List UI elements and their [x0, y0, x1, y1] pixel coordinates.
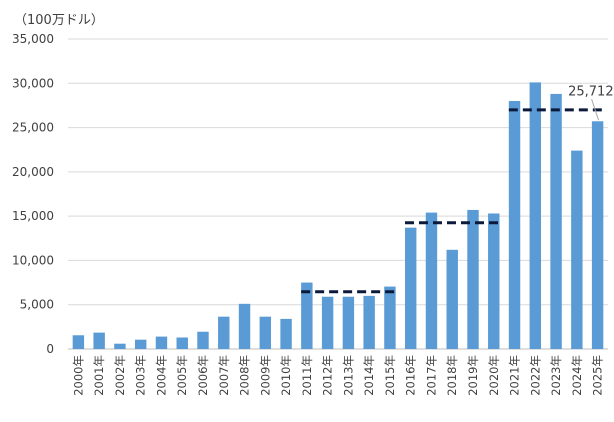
bar: [321, 296, 334, 349]
x-tick-label: 2008年: [238, 355, 252, 396]
y-tick-label: 20,000: [12, 165, 54, 179]
bar: [238, 303, 251, 349]
bar: [550, 93, 562, 350]
bar: [134, 339, 147, 349]
x-tick-label: 2002年: [113, 355, 127, 396]
x-tick-label: 2012年: [321, 355, 335, 396]
x-tick-label: 2004年: [154, 355, 168, 396]
bar: [114, 343, 126, 349]
bar: [591, 121, 604, 350]
bar: [301, 282, 313, 349]
x-tick-label: 2001年: [92, 355, 106, 396]
data-label: 25,712: [568, 84, 614, 99]
bar: [72, 335, 85, 349]
y-tick-label: 0: [46, 342, 54, 356]
x-tick-label: 2016年: [404, 355, 418, 396]
x-tick-label: 2023年: [549, 355, 563, 396]
bar: [259, 316, 272, 349]
bar: [571, 150, 583, 349]
x-tick-label: 2009年: [258, 355, 272, 396]
bar: [176, 337, 188, 349]
bar: [363, 295, 375, 349]
x-tick-label: 2000年: [71, 355, 85, 396]
x-tick-label: 2011年: [300, 355, 314, 396]
bar: [197, 331, 209, 349]
annotation: 25,712: [568, 84, 614, 121]
bar: [529, 82, 542, 350]
unit-label: （100万ドル）: [14, 13, 104, 28]
x-tick-label: 2007年: [217, 355, 231, 396]
y-tick-label: 15,000: [12, 209, 54, 223]
x-tick-label: 2017年: [424, 355, 438, 396]
bar: [446, 249, 458, 349]
y-tick-label: 35,000: [12, 32, 54, 46]
x-tick-label: 2003年: [134, 355, 148, 396]
average-lines: [301, 108, 604, 294]
x-axis-tick-labels: 2000年 2001年 2002年 2003年 2004年 2005年 2006年 2007年…: [71, 355, 604, 396]
y-axis-tick-labels: 0 5,000 10,000 15,000 20,000 25,000 30,000 35,0…: [12, 32, 54, 356]
x-tick-label: 2022年: [528, 355, 542, 396]
x-tick-label: 2010年: [279, 355, 293, 396]
x-tick-label: 2014年: [362, 355, 376, 396]
x-tick-label: 2021年: [508, 355, 522, 396]
y-tick-label: 25,000: [12, 121, 54, 135]
bar: [384, 286, 396, 349]
bar: [280, 318, 292, 349]
bar: [155, 336, 168, 349]
x-tick-label: 2019年: [466, 355, 480, 396]
bar: [218, 316, 230, 349]
annotation-leader-line: [591, 99, 600, 121]
x-tick-label: 2024年: [570, 355, 584, 396]
x-tick-label: 2013年: [341, 355, 355, 396]
y-tick-label: 10,000: [12, 253, 54, 267]
x-tick-label: 2018年: [445, 355, 459, 396]
bar: [508, 101, 521, 349]
bars: [72, 82, 604, 350]
y-tick-label: 30,000: [12, 76, 54, 90]
x-tick-label: 2006年: [196, 355, 210, 396]
y-tick-label: 5,000: [20, 298, 54, 312]
x-tick-label: 2020年: [487, 355, 501, 396]
bar: [404, 227, 417, 349]
bar: [467, 209, 479, 349]
bar: [93, 332, 105, 349]
bar: [425, 212, 438, 349]
bar: [488, 213, 500, 349]
x-tick-label: 2005年: [175, 355, 189, 396]
bar: [342, 296, 355, 349]
gridlines: [68, 38, 608, 350]
x-tick-label: 2015年: [383, 355, 397, 396]
x-tick-label: 2025年: [591, 355, 605, 396]
